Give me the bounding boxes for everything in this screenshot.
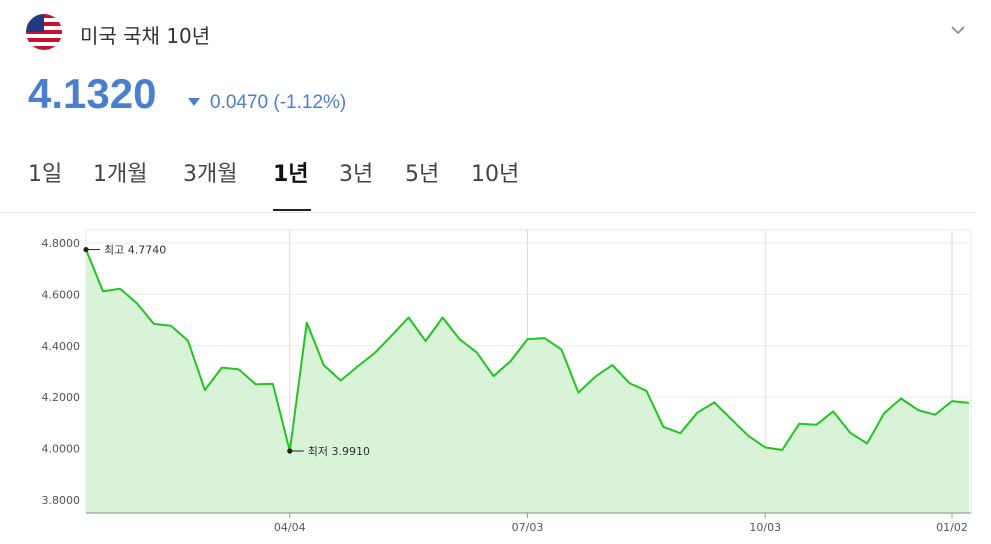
page-title: 미국 국채 10년 — [80, 24, 211, 48]
price-chart: 4.8000 4.6000 4.4000 4.2000 4.0000 3.8000 04/0… — [42, 229, 972, 534]
area-fill — [86, 249, 969, 513]
y-tick-label: 3.8000 — [42, 494, 81, 507]
y-tick-label: 4.6000 — [42, 288, 81, 301]
tab-3m[interactable]: 3개월 — [183, 162, 238, 187]
tab-1m[interactable]: 1개월 — [93, 162, 148, 187]
x-tick-label: 07/03 — [512, 521, 544, 534]
tab-1d[interactable]: 1일 — [28, 162, 63, 187]
y-tick-label: 4.4000 — [42, 340, 81, 353]
quote-row: 4.1320 0.0470 (-1.12%) — [28, 70, 928, 120]
x-tick-label: 04/04 — [274, 521, 306, 534]
active-tab-indicator — [273, 209, 311, 211]
low-label: 최저 3.9910 — [308, 445, 370, 458]
y-tick-label: 4.2000 — [42, 391, 81, 404]
tab-10y[interactable]: 10년 — [471, 162, 520, 187]
header: 미국 국채 10년 — [26, 14, 976, 54]
tab-5y[interactable]: 5년 — [405, 162, 440, 187]
tab-3y[interactable]: 3년 — [339, 162, 374, 187]
y-tick-label: 4.0000 — [42, 443, 81, 456]
x-tick-label: 10/03 — [749, 521, 781, 534]
series-line — [85, 249, 970, 452]
chevron-down-icon[interactable] — [948, 20, 968, 40]
us-flag-icon — [26, 14, 62, 50]
price-change: 0.0470 (-1.12%) — [210, 92, 347, 113]
current-price: 4.1320 — [28, 70, 157, 117]
y-tick-label: 4.8000 — [42, 237, 81, 250]
tab-1y[interactable]: 1년 — [273, 162, 309, 187]
down-arrow-icon — [188, 98, 200, 106]
high-label: 최고 4.7740 — [104, 244, 166, 257]
x-tick-label: 01/02 — [936, 521, 968, 534]
period-tabs: 1일 1개월 3개월 1년 3년 5년 10년 — [0, 152, 975, 213]
